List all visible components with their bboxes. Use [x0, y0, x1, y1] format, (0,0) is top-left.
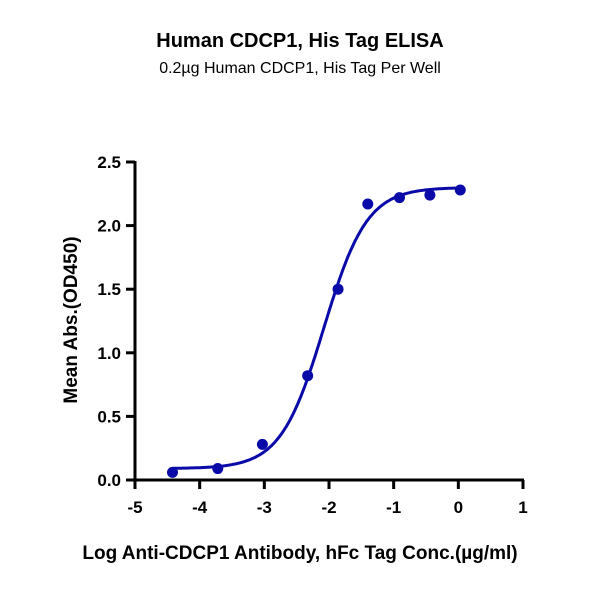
fit-curve — [172, 186, 461, 470]
y-tick-label: 2.0 — [97, 217, 121, 236]
chart-subtitle: 0.2µg Human CDCP1, His Tag Per Well — [159, 60, 441, 77]
data-point — [362, 198, 374, 210]
chart-title: Human CDCP1, His Tag ELISA — [156, 30, 444, 52]
x-tick-label: -4 — [192, 498, 208, 517]
data-point — [424, 189, 436, 201]
data-point — [332, 283, 344, 295]
y-tick-label: 0.5 — [97, 407, 121, 426]
data-point — [302, 370, 314, 382]
x-axis-label: Log Anti-CDCP1 Antibody, hFc Tag Conc.(µ… — [82, 543, 518, 564]
x-tick-label: -3 — [257, 498, 272, 517]
data-point — [212, 463, 224, 475]
y-tick-label: 1.0 — [97, 344, 121, 363]
data-point — [393, 192, 405, 204]
data-point — [454, 184, 466, 196]
y-tick-label: 0.0 — [97, 471, 121, 490]
data-point — [256, 438, 268, 450]
data-point — [167, 466, 179, 478]
x-tick-label: -1 — [386, 498, 401, 517]
y-tick-label: 2.5 — [97, 153, 121, 172]
y-tick-label: 1.5 — [97, 280, 121, 299]
x-tick-label: 1 — [518, 498, 527, 517]
x-tick-label: -5 — [127, 498, 142, 517]
x-tick-label: -2 — [321, 498, 336, 517]
x-tick-label: 0 — [454, 498, 463, 517]
